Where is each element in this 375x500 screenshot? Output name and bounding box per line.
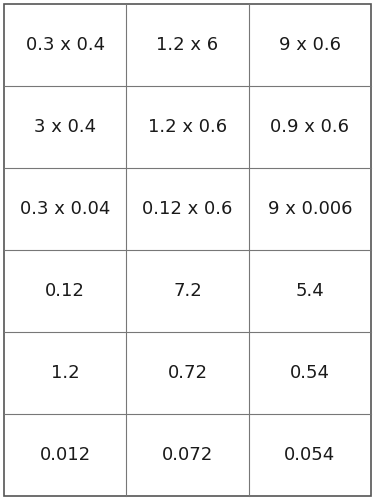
Text: 1.2 x 6: 1.2 x 6 — [156, 36, 219, 54]
Text: 9 x 0.006: 9 x 0.006 — [268, 200, 352, 218]
Text: 0.72: 0.72 — [168, 364, 207, 382]
Text: 5.4: 5.4 — [296, 282, 324, 300]
Text: 0.054: 0.054 — [284, 446, 336, 464]
Text: 0.12 x 0.6: 0.12 x 0.6 — [142, 200, 232, 218]
Text: 0.54: 0.54 — [290, 364, 330, 382]
Text: 9 x 0.6: 9 x 0.6 — [279, 36, 341, 54]
Text: 0.3 x 0.4: 0.3 x 0.4 — [26, 36, 105, 54]
Text: 0.3 x 0.04: 0.3 x 0.04 — [20, 200, 110, 218]
Text: 1.2 x 0.6: 1.2 x 0.6 — [148, 118, 227, 136]
Text: 0.012: 0.012 — [40, 446, 91, 464]
Text: 7.2: 7.2 — [173, 282, 202, 300]
Text: 3 x 0.4: 3 x 0.4 — [34, 118, 96, 136]
Text: 0.12: 0.12 — [45, 282, 85, 300]
Text: 0.9 x 0.6: 0.9 x 0.6 — [270, 118, 350, 136]
Text: 0.072: 0.072 — [162, 446, 213, 464]
Text: 1.2: 1.2 — [51, 364, 80, 382]
